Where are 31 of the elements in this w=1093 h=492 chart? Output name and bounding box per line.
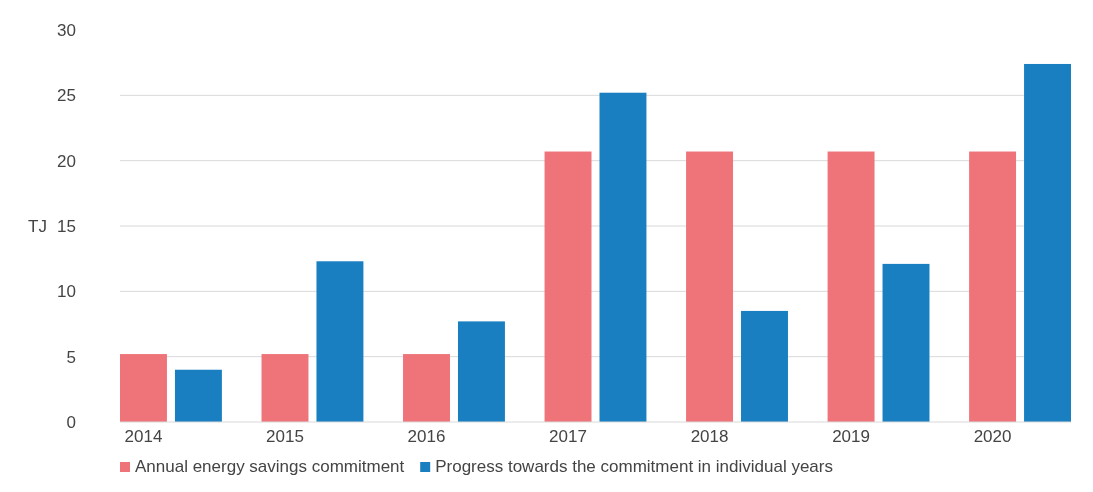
- bar: [882, 263, 930, 422]
- bar: [686, 151, 734, 422]
- legend-label: Annual energy savings commitment: [135, 457, 405, 476]
- bar: [827, 151, 875, 422]
- y-tick-label: 25: [57, 86, 76, 106]
- x-tick-label: 2015: [266, 427, 304, 446]
- x-tick-label: 2017: [549, 427, 587, 446]
- bar: [544, 151, 592, 422]
- y-axis-title: TJ: [28, 216, 47, 236]
- bar: [403, 354, 450, 422]
- y-tick-label: 15: [57, 216, 76, 236]
- x-tick-label: 2020: [973, 427, 1012, 446]
- x-tick-label: 2019: [832, 427, 870, 446]
- y-tick-label: 5: [66, 347, 76, 367]
- bar: [741, 310, 788, 422]
- bar: [457, 321, 505, 422]
- x-tick-label: 2016: [407, 427, 446, 446]
- bar: [261, 354, 309, 422]
- bar: [599, 92, 647, 422]
- bar: [316, 261, 364, 422]
- x-tick-label: 2014: [124, 427, 163, 446]
- bar: [174, 369, 222, 422]
- y-tick-label: 30: [57, 20, 76, 40]
- y-tick-label: 20: [57, 151, 76, 171]
- y-tick-label: 10: [57, 282, 76, 302]
- bar: [1024, 63, 1071, 422]
- legend-label: Progress towards the commitment in individual years: [435, 457, 833, 476]
- bar: [120, 354, 167, 422]
- x-tick-label: 2018: [690, 427, 729, 446]
- bar: [969, 151, 1017, 422]
- y-tick-label: 0: [66, 412, 76, 432]
